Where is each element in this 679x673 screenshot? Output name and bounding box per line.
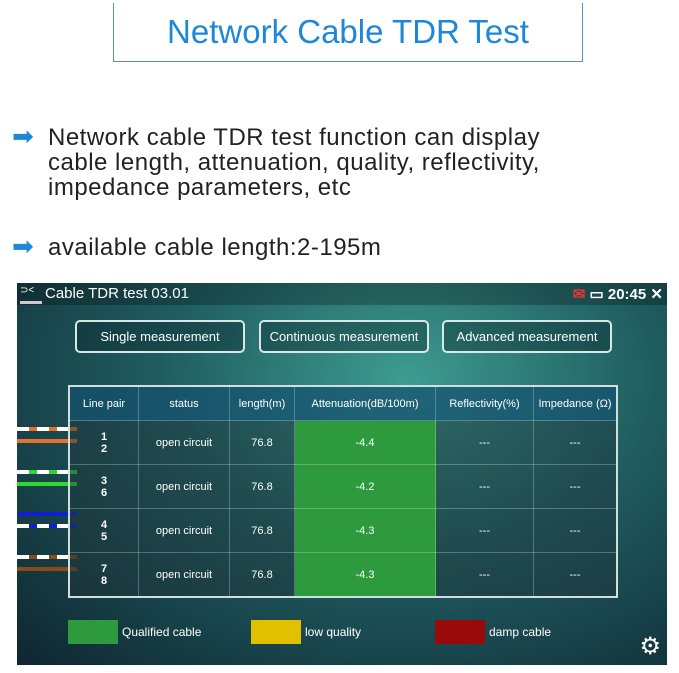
wire-icon [17,481,77,486]
arrow-right-icon: ➡ [12,121,35,151]
impedance-cell: --- [533,508,618,553]
legend-qualified: Qualified cable [68,620,201,644]
col-header: Reflectivity(%) [435,385,534,421]
wire-icon [17,469,77,474]
status-cell: open circuit [138,552,230,598]
tdr-table: Line pair status length(m) Attenuation(d… [68,385,618,598]
col-header: status [138,385,230,421]
legend-low-quality: low quality [251,620,361,644]
legend-swatch [68,620,118,644]
clock: 20:45 [607,286,647,303]
wire-icon [17,554,77,559]
battery-icon: ▭ [589,286,604,303]
legend-label: low quality [305,625,362,639]
reflectivity-cell: --- [435,420,534,465]
gear-icon[interactable]: ⚙ [639,633,661,660]
attenuation-cell: -4.3 [294,508,436,553]
wire-icon [17,566,77,571]
impedance-cell: --- [533,464,618,509]
wire-icon [17,524,77,528]
bullet-line: Network cable TDR test function can disp… [48,124,540,151]
attenuation-cell: -4.4 [294,420,436,465]
impedance-cell: --- [533,420,618,465]
impedance-cell: --- [533,552,618,598]
legend-label: Qualified cable [122,625,202,639]
legend-swatch [251,620,301,644]
length-cell: 76.8 [229,420,295,465]
legend-swatch [435,620,485,644]
advanced-measurement-button[interactable]: Advanced measurement [442,320,612,353]
bullet-length: ➡ available cable length:2-195m [12,231,382,261]
bullet-line: available cable length:2-195m [48,234,382,261]
legend-label: damp cable [489,625,552,639]
attenuation-cell: -4.2 [294,464,436,509]
legend-damp: damp cable [435,620,551,644]
app-logo-icon: ⊃< [20,286,42,304]
bullet-features: ➡ Network cable TDR test function can dis… [12,121,540,201]
reflectivity-cell: --- [435,464,534,509]
bullet-line: cable length, attenuation, quality, refl… [48,149,540,176]
wire-icon [17,427,77,431]
wire-icon [17,512,77,516]
wire-icon [17,439,77,443]
col-header: length(m) [229,385,295,421]
reflectivity-cell: --- [435,508,534,553]
length-cell: 76.8 [229,464,295,509]
col-header: Line pair [68,385,139,421]
title-box: Network Cable TDR Test [113,3,583,62]
attenuation-cell: -4.3 [294,552,436,598]
continuous-measurement-button[interactable]: Continuous measurement [259,320,429,353]
length-cell: 76.8 [229,552,295,598]
close-icon[interactable]: ✕ [650,286,663,303]
col-header: Attenuation(dB/100m) [294,385,436,421]
bullet-line: impedance parameters, etc [48,174,352,201]
status-cell: open circuit [138,508,230,553]
status-cell: open circuit [138,464,230,509]
arrow-right-icon: ➡ [12,231,35,261]
alert-icon: ✉ [572,286,586,303]
single-measurement-button[interactable]: Single measurement [75,320,245,353]
reflectivity-cell: --- [435,552,534,598]
page-title: Network Cable TDR Test [167,13,529,50]
app-title: Cable TDR test 03.01 [45,285,189,302]
device-screen: ⊃< Cable TDR test 03.01 ✉ ▭ 20:45 ✕ Sing… [17,283,667,665]
title-bar: ⊃< Cable TDR test 03.01 ✉ ▭ 20:45 ✕ [17,283,667,305]
col-header: Impedance (Ω) [533,385,618,421]
status-cell: open circuit [138,420,230,465]
length-cell: 76.8 [229,508,295,553]
